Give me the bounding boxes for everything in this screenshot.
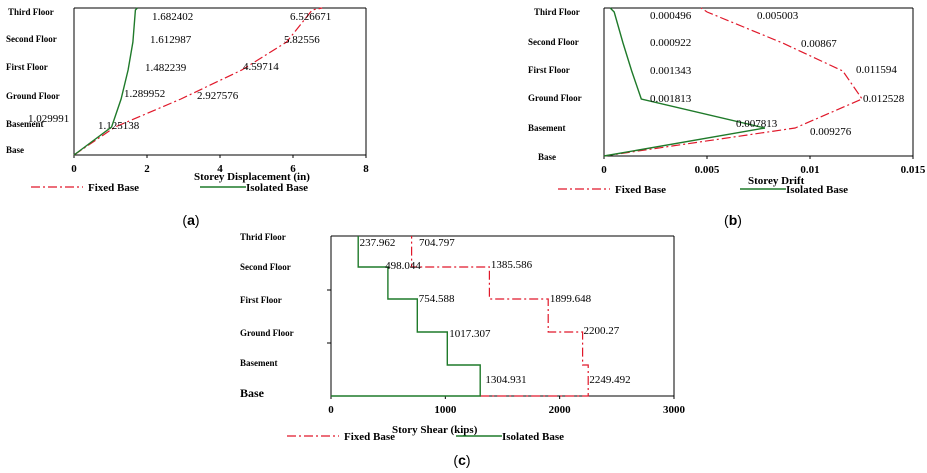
story-label: Basement [240,358,278,368]
legend-fixed-label: Fixed Base [344,431,395,443]
fixed-data-label: 1899.648 [550,293,592,305]
legend-isolated-label: Isolated Base [786,184,848,196]
chart-a: 0 2 4 6 8 Storey Displacement (in) Base Basemen… [6,7,369,228]
x-tick-label: 0.005 [695,164,720,176]
panel-caption: (b) [724,212,742,228]
isolated-data-label: 1.612987 [150,34,192,46]
fixed-series-line [603,7,864,157]
panel-caption: (c) [453,452,470,468]
story-label: Second Floor [528,37,579,47]
story-label: Third Floor [8,7,54,17]
fixed-data-label: 1.125138 [98,120,140,132]
story-label: First Floor [528,65,570,75]
x-tick-label: 4 [217,163,223,175]
fixed-data-label: 0.011594 [856,64,897,76]
x-tick-label: 0.015 [901,164,926,176]
fixed-data-label: 0.00867 [801,38,837,50]
fixed-series-line [73,7,323,156]
x-tick-label: 2000 [549,404,572,416]
fixed-data-label: 2249.492 [589,374,630,386]
legend: Fixed Base Isolated Base [31,182,308,194]
legend: Fixed Base Isolated Base [287,431,564,443]
x-tick-label: 8 [363,163,369,175]
isolated-data-label: 1.029991 [28,113,69,125]
legend-isolated-label: Isolated Base [246,182,308,194]
legend-isolated-label: Isolated Base [502,431,564,443]
story-label: Base [6,145,24,155]
chart-b: 0 0.005 0.01 0.015 Storey Drift Base Basement G… [528,7,926,228]
fixed-data-label: 0.005003 [757,10,799,22]
isolated-data-label: 1.682402 [152,11,193,23]
isolated-series-line [603,7,766,157]
isolated-data-label: 754.588 [419,293,455,305]
story-label: First Floor [240,295,282,305]
x-axis-title: Story Shear (kips) [392,424,478,436]
story-label: Basement [528,123,566,133]
isolated-data-label: 0.001343 [650,65,692,77]
isolated-data-label: 0.000922 [650,37,691,49]
x-tick-label: 1000 [434,404,457,416]
isolated-data-label: 498.044 [385,260,421,272]
fixed-data-label: 5.82556 [284,34,320,46]
x-axis-title: Storey Drift [748,175,805,187]
isolated-data-label: 237.962 [360,237,396,249]
fixed-data-label: 2.927576 [197,90,239,102]
isolated-data-label: 1.482239 [145,62,187,74]
x-tick-label: 0 [71,163,77,175]
fixed-data-label: 704.797 [419,237,455,249]
story-label: Base [240,386,265,400]
story-label: Second Floor [6,34,57,44]
isolated-data-label: 1.289952 [124,88,165,100]
story-label: Ground Floor [240,328,294,338]
fixed-series-line [411,236,589,397]
legend: Fixed Base Isolated Base [558,184,848,196]
story-label: Third Floor [534,7,580,17]
story-label: Ground Floor [528,93,582,103]
isolated-series-line [331,236,481,397]
fixed-data-label: 6.526671 [290,11,331,23]
story-label: Second Floor [240,262,291,272]
panel-caption: (a) [182,212,199,228]
isolated-data-label: 1304.931 [485,374,526,386]
x-tick-label: 2 [144,163,150,175]
fixed-data-label: 0.012528 [863,93,905,105]
x-tick-label: 6 [290,163,296,175]
x-tick-label: 0 [601,164,607,176]
isolated-data-label: 0.000496 [650,10,692,22]
isolated-series-line [73,7,138,156]
x-tick-label: 3000 [663,404,686,416]
x-tick-label: 0.01 [800,164,819,176]
story-label: Basement [6,119,44,129]
fixed-data-label: 4.59714 [243,61,279,73]
isolated-data-label: 0.001813 [650,93,692,105]
x-tick-label: 0 [328,404,334,416]
story-label: Base [538,152,556,162]
isolated-data-label: 1017.307 [449,328,491,340]
x-axis-title: Storey Displacement (in) [194,171,310,183]
legend-fixed-label: Fixed Base [88,182,139,194]
story-label: First Floor [6,62,48,72]
story-label: Thrid Floor [240,232,286,242]
fixed-data-label: 0.009276 [810,126,852,138]
isolated-data-label: 0.007813 [736,118,778,130]
fixed-data-label: 2200.27 [584,325,620,337]
fixed-data-label: 1385.586 [491,259,533,271]
story-label: Ground Floor [6,91,60,101]
chart-c: 0 1000 2000 3000 Story Shear (kips) Base Basem… [240,232,686,468]
legend-fixed-label: Fixed Base [615,184,666,196]
